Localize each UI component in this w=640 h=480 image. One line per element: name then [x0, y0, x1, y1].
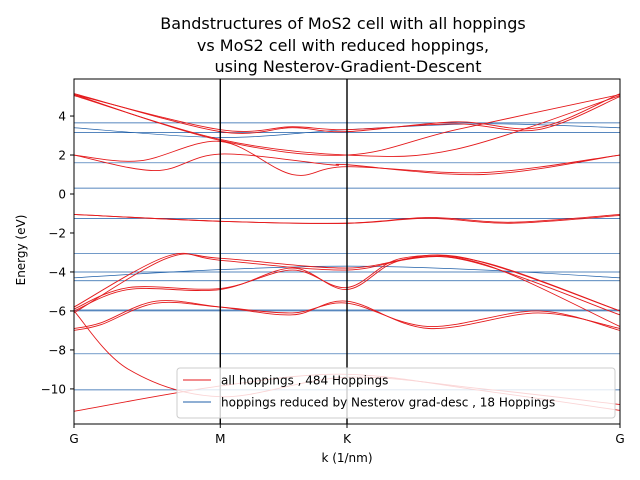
y-tick-label: −6 — [48, 304, 66, 318]
legend-label-1: hoppings reduced by Nesterov grad-desc ,… — [221, 396, 555, 410]
chart-title-line-3: using Nesterov-Gradient-Descent — [215, 57, 482, 76]
y-tick-label: 2 — [58, 149, 66, 163]
x-tick-label: G — [615, 432, 624, 446]
band-line-0-10 — [74, 153, 620, 176]
band-line-0-3 — [74, 301, 620, 331]
band-line-0-9 — [74, 214, 620, 224]
legend-box — [176, 367, 616, 419]
band-line-0-7 — [74, 253, 620, 316]
legend-label-0: all hoppings , 484 Hoppings — [221, 374, 388, 388]
chart-title-line-2: vs MoS2 cell with reduced hoppings, — [197, 36, 489, 55]
y-tick-label: 4 — [58, 110, 66, 124]
y-tick-label: 0 — [58, 188, 66, 202]
x-tick-label: G — [69, 432, 78, 446]
y-axis-label: Energy (eV) — [14, 215, 28, 286]
x-axis-label: k (1/nm) — [321, 451, 372, 465]
x-tick-label: M — [215, 432, 225, 446]
y-tick-label: −2 — [48, 226, 66, 240]
band-line-0-11 — [74, 140, 620, 176]
band-line-0-6 — [74, 252, 620, 312]
y-tick-label: −8 — [48, 343, 66, 357]
band-line-0-2 — [74, 300, 620, 330]
y-tick-label: −10 — [41, 382, 66, 396]
y-tick-label: −4 — [48, 265, 66, 279]
chart-title-line-1: Bandstructures of MoS2 cell with all hop… — [160, 14, 525, 33]
x-tick-label: K — [343, 432, 352, 446]
band-line-0-4 — [74, 256, 620, 327]
